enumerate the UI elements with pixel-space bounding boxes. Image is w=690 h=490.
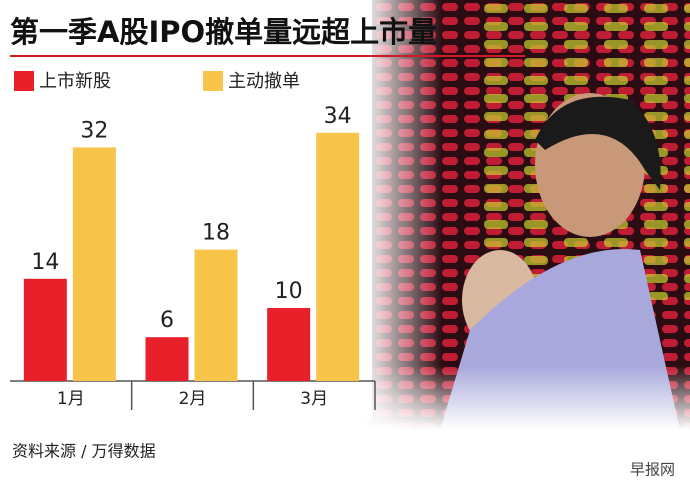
x-tick-label: 3月: [300, 389, 328, 409]
photo: [360, 0, 690, 430]
value-label: 34: [324, 104, 352, 129]
source: 资料来源 / 万得数据: [12, 442, 156, 461]
value-label: 10: [275, 279, 303, 304]
x-tick-label: 2月: [179, 389, 207, 409]
bar: [267, 308, 311, 381]
bar: [23, 278, 67, 381]
x-tick-label: 1月: [57, 389, 85, 409]
watermark: 早报网: [630, 461, 675, 479]
value-label: 18: [202, 221, 230, 246]
bar: [194, 249, 238, 381]
bar: [316, 132, 360, 381]
bar: [72, 147, 116, 381]
bar: [145, 337, 189, 381]
value-label: 14: [31, 250, 59, 275]
legend-label: 上市新股: [39, 71, 111, 92]
value-label: 32: [80, 118, 108, 143]
value-label: 6: [160, 308, 174, 333]
legend-swatch: [14, 71, 34, 91]
chart-title: 第一季A股IPO撤单量远超上市量: [10, 15, 437, 49]
legend-label: 主动撤单: [228, 71, 300, 92]
legend-swatch: [203, 71, 223, 91]
